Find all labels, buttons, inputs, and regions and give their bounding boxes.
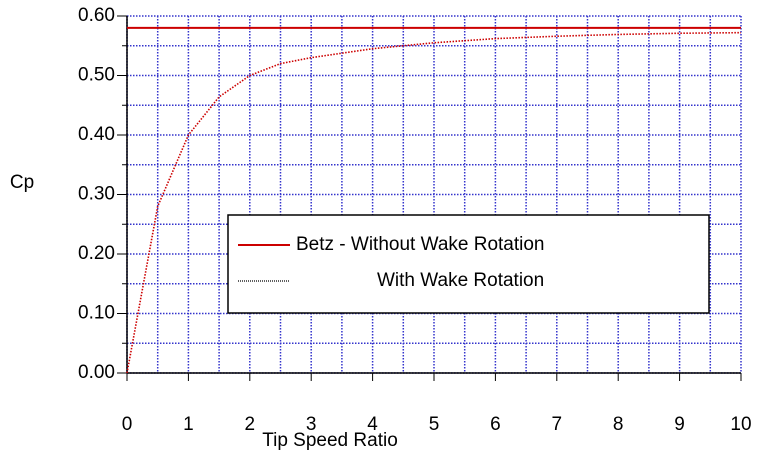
x-tick-label: 1 (183, 414, 194, 435)
legend-label: With Wake Rotation (377, 270, 544, 291)
x-tick-label: 9 (674, 414, 685, 435)
x-tick-label: 0 (122, 414, 133, 435)
legend-box (227, 214, 710, 314)
legend-label: Betz - Without Wake Rotation (296, 234, 545, 255)
x-tick-label: 5 (429, 414, 440, 435)
y-tick-label: 0.60 (78, 5, 115, 26)
x-tick-label: 6 (490, 414, 501, 435)
x-tick-label: 3 (306, 414, 317, 435)
x-tick-label: 10 (730, 414, 751, 435)
x-tick-label: 8 (613, 414, 624, 435)
x-tick-label: 4 (367, 414, 378, 435)
y-axis-label: Cp (10, 172, 34, 193)
x-axis-label: Tip Speed Ratio (262, 430, 398, 451)
series-line (126, 31, 742, 374)
y-tick-label: 0.30 (78, 184, 115, 205)
y-tick-label: 0.50 (78, 65, 115, 86)
x-tick-label: 7 (552, 414, 563, 435)
y-tick-label: 0.00 (78, 362, 115, 383)
y-tick-label: 0.10 (78, 303, 115, 324)
y-tick-label: 0.20 (78, 243, 115, 264)
y-tick-label: 0.40 (78, 124, 115, 145)
x-tick-label: 2 (245, 414, 256, 435)
